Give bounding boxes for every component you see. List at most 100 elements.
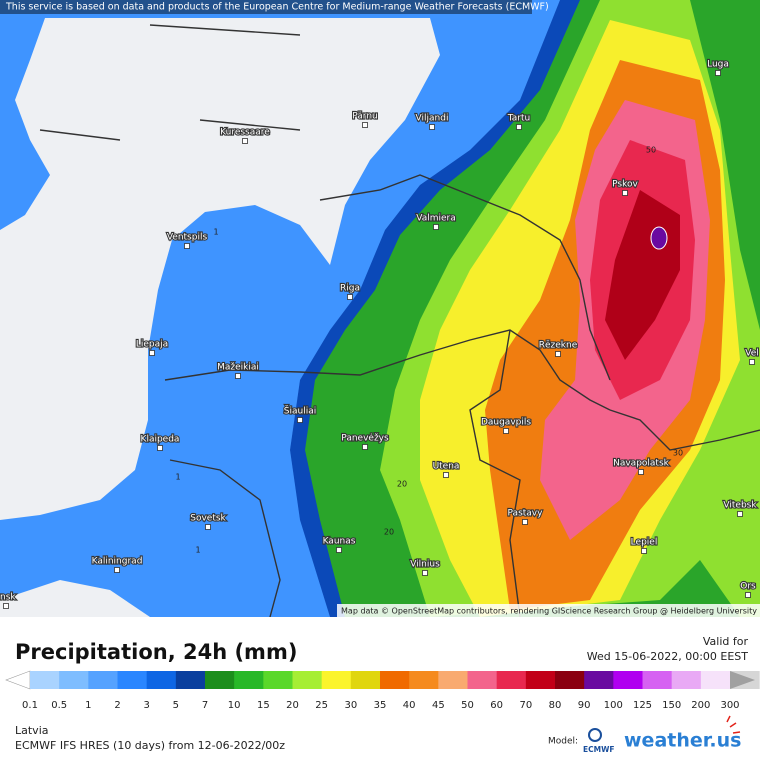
legend-swatch [613,671,643,689]
legend-label: 30 [344,700,357,711]
city-label: Ors [740,582,756,592]
legend-label: 15 [257,700,270,711]
brand-sun [726,715,741,734]
city-marker [641,548,647,554]
legend: 0.1 0.5 1 2 3 5 7 10 15 20 25 30 35 40 45 50 60 70 80 90 100… [5,670,760,711]
contour-label: 1 [175,473,180,482]
city-marker [114,567,120,573]
city-marker [149,350,155,356]
legend-swatch [59,671,89,689]
legend-swatch [467,671,498,689]
attribution: Map data © OpenStreetMap contributors, r… [341,607,757,616]
footer: Precipitation, 24h (mm) Valid for Wed 15… [5,635,760,754]
legend-swatch [205,671,235,689]
legend-label: 7 [202,700,208,711]
legend-label: 300 [720,700,739,711]
legend-swatch [175,671,206,689]
city-marker [347,294,353,300]
city-marker [336,547,342,553]
legend-label: 20 [286,700,299,711]
city-marker [522,519,528,525]
attribution-bg [337,604,760,617]
legend-label: 50 [461,700,474,711]
city-marker [297,417,303,423]
city-label: Luga [707,60,729,70]
model-label: Model: [548,737,578,747]
contour-label: 20 [397,480,407,489]
city-label: Vilnius [410,560,440,570]
model-run: ECMWF IFS HRES (10 days) from 12-06-2022… [15,739,285,752]
city-label: Lepiel [631,538,658,548]
coast [39,24,301,141]
legend-label: 1 [85,700,91,711]
city-marker [157,445,163,451]
legend-swatch [700,671,731,689]
city-label: nsk [0,593,16,603]
border [319,174,611,381]
legend-label: 3 [143,700,149,711]
city-label: Rēzekne [539,341,578,351]
city-marker [362,122,368,128]
notice: This service is based on data and produc… [5,2,549,13]
legend-label: 0.1 [22,700,38,711]
city-marker [429,124,435,130]
city-marker [745,592,751,598]
city-label: Valmiera [416,214,456,224]
legend-label: 45 [432,700,445,711]
city-label: Pastavy [508,509,544,519]
legend-swatch [438,671,468,689]
legend-swatch [88,671,118,689]
city-marker [638,469,644,475]
border [609,409,760,451]
purple-core [650,226,668,250]
sea-white-south [0,580,150,617]
legend-swatch [350,671,381,689]
city-label: Daugavpils [481,418,531,428]
city-label: Pskov [612,180,638,190]
city-label: Klaipeda [141,435,180,445]
city-label: Kaliningrad [92,557,143,567]
city-label: Liepaja [136,340,168,350]
legend-swatch [263,671,293,689]
legend-label: 125 [633,700,652,711]
legend-swatch [525,671,556,689]
ray [732,731,741,734]
contour-label: 30 [673,449,683,458]
contour-label: 1 [195,546,200,555]
city-label: Sovetsk [190,514,226,524]
city-marker [184,243,190,249]
legend-swatch [30,671,60,689]
city-marker [3,603,9,609]
city-label: Vitebsk [723,501,757,511]
valid-label: Valid for [703,635,749,648]
contour-label: 20 [384,528,394,537]
city-label: Kuressaare [220,128,270,138]
city-marker [443,472,449,478]
title: Precipitation, 24h (mm) [15,640,297,664]
legend-label: 35 [374,700,387,711]
border [164,329,611,411]
city-label: Vel [745,349,759,359]
legend-label: 60 [490,700,503,711]
city-marker [737,511,743,517]
legend-label: 80 [549,700,562,711]
legend-label: 40 [403,700,416,711]
city-label: Mažeikiai [217,363,259,373]
city-marker [235,373,241,379]
city-label: Panevėžys [341,434,389,444]
legend-swatch [584,671,614,689]
legend-label: 5 [173,700,179,711]
city-label: Viljandi [416,114,449,124]
legend-label: 0.5 [51,700,67,711]
city-label: Utena [433,462,460,472]
legend-swatch [117,671,148,689]
city-label: Šiauliai [284,405,316,417]
legend-swatch [321,671,352,689]
city-marker [749,359,755,365]
city-label: Ventspils [167,233,208,243]
legend-label: 200 [691,700,710,711]
ecmwf-logo [588,728,602,742]
city-marker [242,138,248,144]
legend-label: 70 [519,700,532,711]
legend-label: 150 [662,700,681,711]
